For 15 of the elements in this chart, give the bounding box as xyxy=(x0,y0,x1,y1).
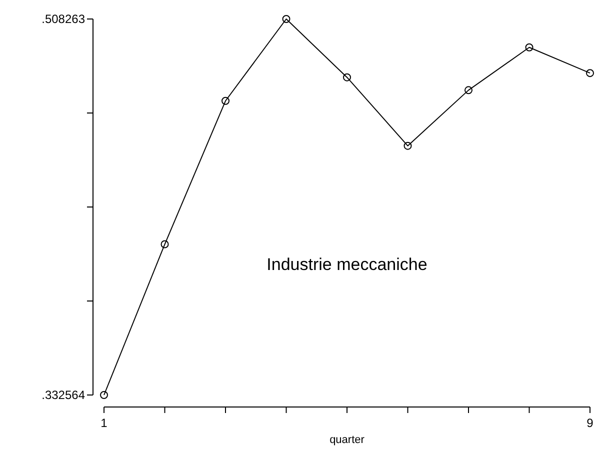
point xyxy=(586,69,594,78)
x-tick-label: 1 xyxy=(100,416,108,430)
x-tick-label: 9 xyxy=(586,416,594,430)
point xyxy=(404,142,412,150)
x-axis-title: quarter xyxy=(330,434,365,446)
point xyxy=(525,43,534,52)
point xyxy=(464,86,472,94)
point xyxy=(343,73,351,82)
y-tick-label: .332564 xyxy=(42,388,86,402)
point xyxy=(282,15,290,23)
annotation: Industrie meccaniche xyxy=(266,255,428,274)
point xyxy=(222,96,230,105)
y-tick-label: .508263 xyxy=(42,12,86,26)
point xyxy=(100,391,108,399)
point xyxy=(160,240,169,248)
